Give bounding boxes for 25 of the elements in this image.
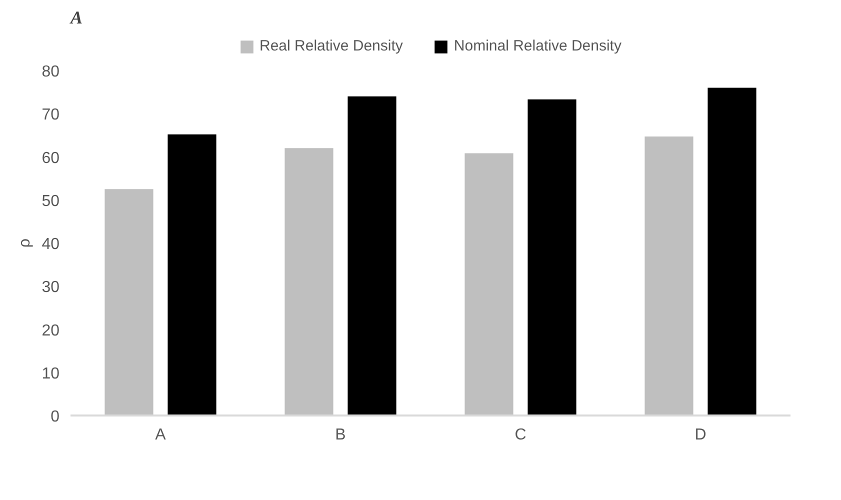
bar [644, 136, 694, 416]
y-tick-label: 30 [42, 279, 60, 296]
chart-title: A [70, 8, 83, 28]
legend-label: Real Relative Density [260, 38, 403, 54]
bar [464, 153, 514, 416]
bar [168, 134, 216, 416]
bar [708, 88, 756, 416]
y-tick-label: 40 [42, 236, 60, 253]
x-tick-label: A [155, 426, 166, 444]
y-tick-label: 10 [42, 365, 60, 382]
y-tick-label: 50 [42, 192, 60, 210]
y-tick-label: 0 [50, 408, 60, 426]
bar [284, 148, 334, 416]
y-tick-label: 20 [42, 322, 60, 340]
x-tick-label: C [514, 426, 526, 444]
y-tick-label: 80 [42, 64, 60, 80]
bar [528, 99, 576, 416]
y-axis-title: ρ [16, 238, 34, 248]
bar [104, 189, 154, 416]
legend-label: Nominal Relative Density [454, 38, 622, 54]
y-tick-label: 60 [42, 150, 60, 167]
x-tick-label: D [694, 426, 706, 444]
y-tick-label: 70 [42, 106, 60, 124]
bar [348, 96, 396, 416]
x-tick-label: B [335, 426, 346, 444]
